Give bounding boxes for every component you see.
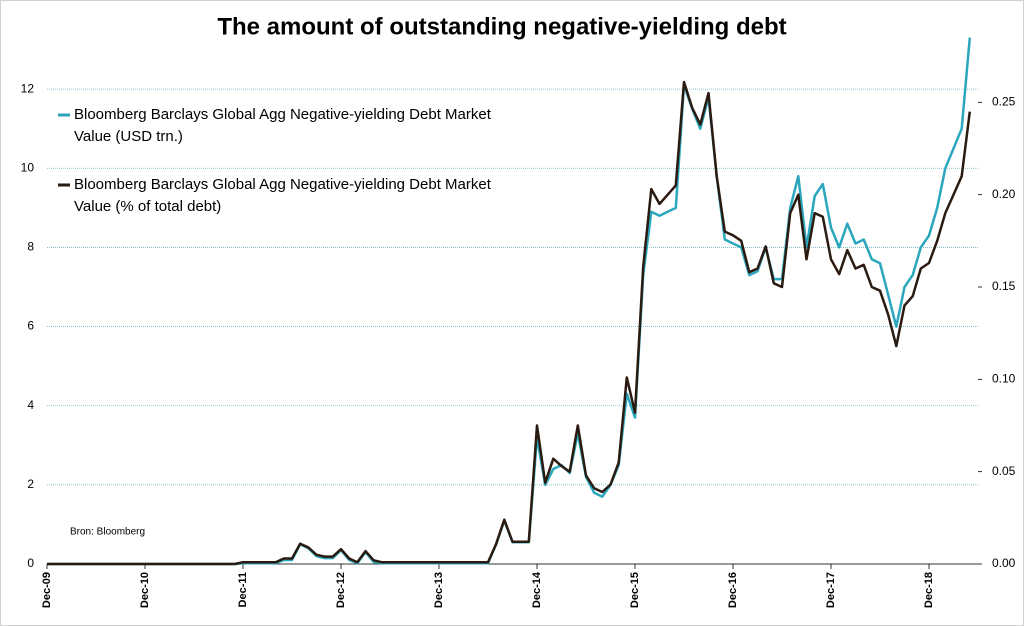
x-tick-label: Dec-13 xyxy=(433,572,445,608)
y2-tick-label: 0.05 xyxy=(992,464,1016,478)
y2-tick-label: 0.15 xyxy=(992,279,1016,293)
y-tick-label: 6 xyxy=(27,319,34,333)
y2-tick-label: 0.25 xyxy=(992,95,1016,109)
source-note: Bron: Bloomberg xyxy=(70,527,145,538)
x-tick-label: Dec-16 xyxy=(727,572,739,608)
chart-title: The amount of outstanding negative-yield… xyxy=(217,13,786,40)
y-tick-label: 0 xyxy=(27,556,34,570)
y2-tick-label: 0.10 xyxy=(992,372,1016,386)
y-tick-label: 10 xyxy=(21,160,35,174)
y-tick-label: 2 xyxy=(27,477,34,491)
y-tick-label: 12 xyxy=(21,81,35,95)
x-tick-label: Dec-15 xyxy=(629,572,641,608)
y-tick-label: 4 xyxy=(27,398,34,412)
y2-tick-label: 0.20 xyxy=(992,187,1016,201)
x-tick-label: Dec-10 xyxy=(139,572,151,608)
x-tick-label: Dec-17 xyxy=(825,572,837,608)
x-tick-label: Dec-09 xyxy=(41,572,53,608)
x-tick-label: Dec-14 xyxy=(531,571,543,608)
x-tick-label: Dec-11 xyxy=(237,572,249,607)
series-line xyxy=(47,80,972,566)
legend-label: Bloomberg Barclays Global Agg Negative-y… xyxy=(74,176,492,215)
y-tick-label: 8 xyxy=(27,240,34,254)
y2-tick-label: 0.00 xyxy=(992,556,1016,570)
legend-label: Bloomberg Barclays Global Agg Negative-y… xyxy=(74,106,492,145)
x-tick-label: Dec-12 xyxy=(335,572,347,608)
x-tick-label: Dec-18 xyxy=(923,572,935,608)
